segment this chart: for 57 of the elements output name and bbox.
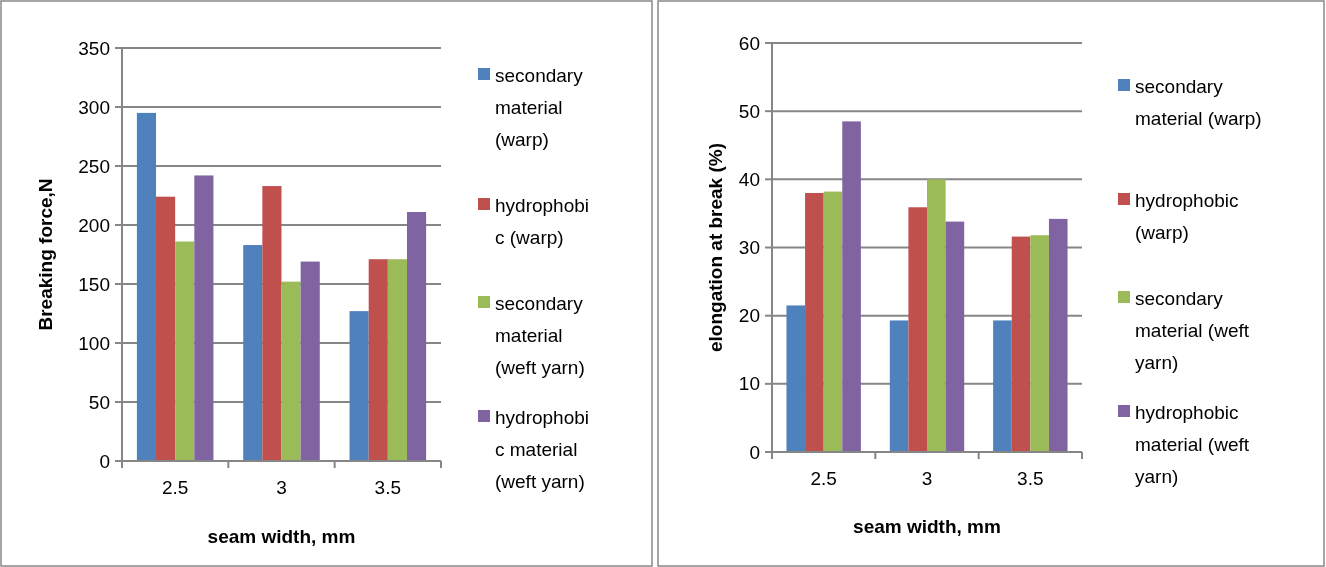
x-tick-label: 2.5 xyxy=(161,477,189,498)
y-axis-title: Breaking force,N xyxy=(34,178,56,331)
bar xyxy=(136,112,157,461)
bar xyxy=(805,192,824,452)
y-tick-label: 50 xyxy=(88,391,110,413)
bar xyxy=(945,221,965,452)
y-tick-label: 0 xyxy=(749,441,760,463)
bar xyxy=(262,186,282,461)
x-tick-label: 3.5 xyxy=(374,477,402,498)
y-tick-label: 150 xyxy=(78,273,110,295)
legend-label: hydrophobic (warp) xyxy=(495,194,590,248)
y-tick-label: 250 xyxy=(78,155,110,177)
legend-label: hydrophobic material (weft yarn) xyxy=(1135,401,1250,487)
x-axis-title: seam width, mm xyxy=(853,516,1001,537)
legend-label: secondary material (warp) xyxy=(1135,75,1262,129)
bar xyxy=(786,305,806,452)
bar xyxy=(156,196,176,461)
y-axis-title: elongation at break (%) xyxy=(704,142,726,353)
bar xyxy=(1048,218,1068,452)
y-tick-label: 300 xyxy=(78,96,110,118)
bar xyxy=(175,241,195,461)
y-tick-label: 60 xyxy=(738,32,760,54)
bar xyxy=(842,121,861,452)
bar xyxy=(1030,235,1049,452)
x-tick-label: 3 xyxy=(276,477,287,498)
bar xyxy=(889,320,909,452)
x-tick-label: 3.5 xyxy=(1017,468,1044,489)
bar xyxy=(927,179,946,452)
bar xyxy=(993,320,1012,452)
y-tick-label: 20 xyxy=(738,305,760,327)
bar xyxy=(387,259,407,461)
y-tick-label: 40 xyxy=(738,168,760,190)
bar xyxy=(823,191,843,452)
bar xyxy=(406,212,427,461)
legend-label: secondary material (weft yarn) xyxy=(495,292,585,378)
x-tick-label: 3 xyxy=(921,468,933,489)
bar xyxy=(281,281,301,461)
legend-label: secondary material (warp) xyxy=(495,64,584,150)
bar xyxy=(368,259,388,461)
y-tick-label: 0 xyxy=(99,450,110,472)
bar xyxy=(194,175,214,461)
bar xyxy=(908,207,927,452)
y-tick-label: 200 xyxy=(78,214,110,236)
y-tick-label: 10 xyxy=(738,373,760,395)
y-tick-label: 30 xyxy=(738,237,760,259)
legend-label: hydrophobic (warp) xyxy=(1135,189,1239,243)
legend-label: hydrophobic material (weft yarn) xyxy=(495,406,590,492)
x-axis-title: seam width, mm xyxy=(207,526,356,547)
bar xyxy=(1011,236,1031,452)
y-tick-label: 100 xyxy=(78,332,110,354)
bar xyxy=(349,311,369,461)
legend-label: secondary material (weft yarn) xyxy=(1135,287,1250,373)
x-tick-label: 2.5 xyxy=(810,468,837,489)
y-tick-label: 50 xyxy=(738,100,760,122)
bar xyxy=(243,245,263,461)
bar xyxy=(300,261,320,461)
y-tick-label: 350 xyxy=(78,37,110,59)
